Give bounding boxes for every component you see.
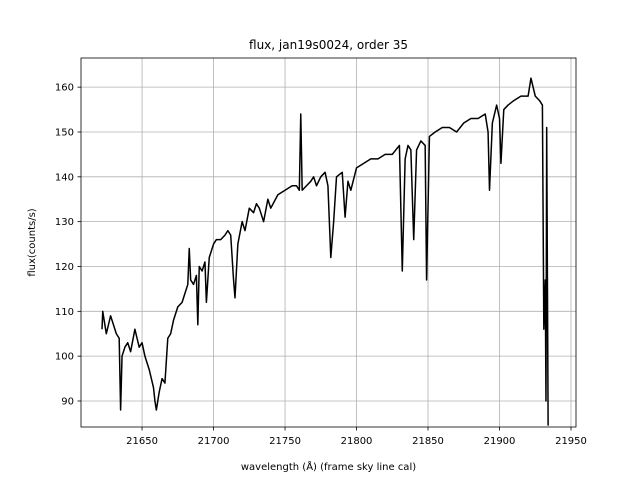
y-tick-label: 140: [55, 172, 74, 183]
x-tick-label: 21900: [484, 436, 516, 447]
x-tick-label: 21750: [269, 436, 301, 447]
y-tick-label: 90: [61, 396, 74, 407]
y-tick-label: 100: [55, 352, 74, 363]
plot-frame: [80, 57, 577, 428]
x-tick-label: 21850: [412, 436, 444, 447]
x-tick-label: 21800: [341, 436, 373, 447]
y-tick-label: 110: [55, 307, 74, 318]
x-axis-label: wavelength (Å) (frame sky line cal): [241, 460, 416, 473]
x-tick-label: 21700: [198, 436, 230, 447]
y-tick-label: 120: [55, 262, 74, 273]
x-tick-label: 21950: [555, 436, 587, 447]
y-tick-label: 160: [55, 83, 74, 94]
x-tick-label: 21650: [126, 436, 158, 447]
y-tick-label: 150: [55, 127, 74, 138]
chart-title: flux, jan19s0024, order 35: [249, 38, 408, 52]
y-tick-label: 130: [55, 217, 74, 228]
data-line: [101, 77, 549, 426]
y-axis-label: flux(counts/s): [27, 208, 38, 276]
